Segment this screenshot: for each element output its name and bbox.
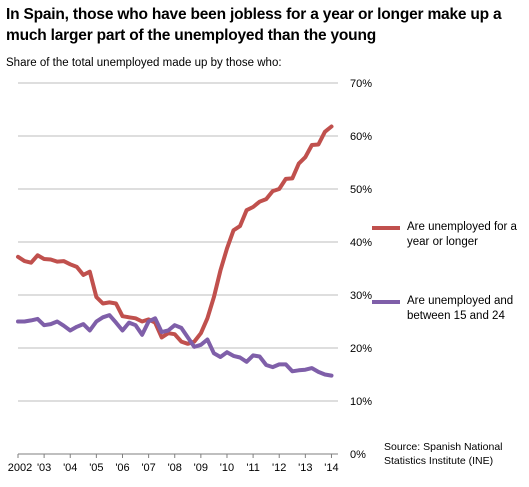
y-tick-label: 40% (350, 237, 372, 249)
x-tick-label: '14 (324, 462, 338, 474)
chart-subtitle: Share of the total unemployed made up by… (6, 57, 282, 69)
y-axis-tick-labels: 0% 10% 20% 30% 40% 50% 60% 70% (350, 78, 372, 461)
x-tick-label: '13 (298, 462, 312, 474)
series-lines (16, 124, 334, 378)
y-tick-label: 30% (350, 290, 372, 302)
y-tick-label: 60% (350, 131, 372, 143)
chart-title: In Spain, those who have been jobless fo… (6, 6, 502, 44)
source-note: Source: Spanish National Statistics Inst… (384, 441, 503, 467)
x-tick-label: '10 (220, 462, 234, 474)
legend-label-long-term: Are unemployed for a year or longer (407, 221, 517, 248)
x-tick-label: '11 (246, 462, 260, 474)
y-tick-label: 10% (350, 396, 372, 408)
x-tick-label: 2002 (8, 462, 32, 474)
series-line-young (16, 313, 334, 378)
x-axis-tick-labels: 2002 '03 '04 '05 '06 '07 '08 '09 '10 '11 '12 '13 '14 (8, 462, 339, 474)
x-tick-label: '09 (194, 462, 208, 474)
series-line-long-term (16, 124, 334, 346)
legend-swatch-young (372, 300, 400, 304)
x-tick-label: '05 (89, 462, 103, 474)
x-tick-label: '06 (115, 462, 129, 474)
x-tick-label: '04 (63, 462, 77, 474)
x-axis (17, 453, 338, 458)
legend-item-young: Are unemployed and between 15 and 24 (372, 294, 527, 324)
y-tick-label: 70% (350, 78, 372, 90)
x-tick-label: '12 (272, 462, 286, 474)
x-tick-label: '03 (37, 462, 51, 474)
gridlines (18, 82, 338, 402)
y-tick-label: 50% (350, 184, 372, 196)
x-tick-label: '07 (141, 462, 155, 474)
legend-swatch-long-term (372, 226, 400, 230)
y-tick-label: 20% (350, 343, 372, 355)
legend-label-young: Are unemployed and between 15 and 24 (407, 295, 514, 322)
legend-item-long-term: Are unemployed for a year or longer (372, 220, 527, 250)
y-tick-label: 0% (350, 449, 366, 461)
x-tick-label: '08 (168, 462, 182, 474)
